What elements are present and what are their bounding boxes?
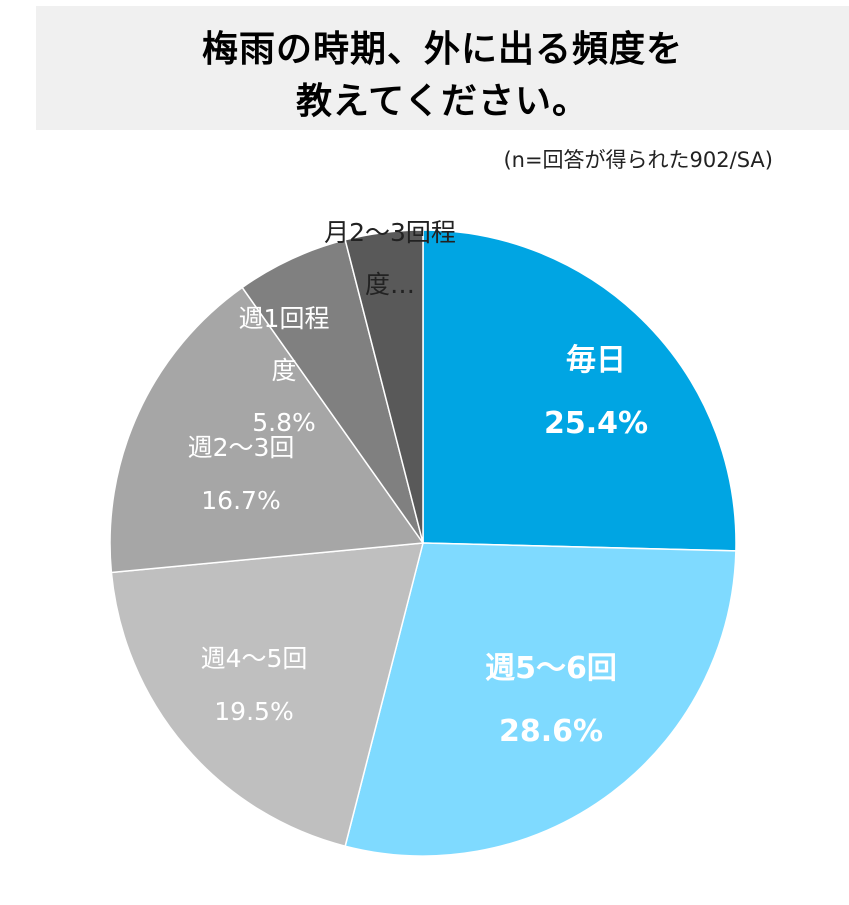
pie-slice-2 <box>344 542 737 857</box>
slice-label-5-line-3: 5.8% <box>252 408 316 437</box>
slice-label-3: 週4〜5回 19.5% <box>201 644 308 726</box>
slice-label-4: 週2〜3回 16.7% <box>188 433 295 515</box>
slice-label-4-line-2: 16.7% <box>201 486 280 515</box>
slice-label-1-line-1: 毎日 <box>566 343 626 378</box>
slice-label-5: 週1回程度 5.8% <box>239 304 330 437</box>
chart-title-line-1: 梅雨の時期、外に出る頻度を <box>201 29 683 70</box>
slice-label-1: 毎日 25.4% <box>544 343 648 441</box>
slice-label-4-line-1: 週2〜3回 <box>188 433 295 462</box>
pie-slice-1 <box>422 229 737 552</box>
slice-label-5-line-2: 度 <box>271 356 296 385</box>
slice-label-6: 月2〜3回程度… <box>324 218 456 299</box>
slice-label-6-line-2: 度… <box>365 270 415 299</box>
pie-slice-3 <box>110 542 424 848</box>
slice-label-6-line-1: 月2〜3回程 <box>324 218 456 247</box>
slice-label-3-line-2: 19.5% <box>214 697 293 726</box>
slice-label-1-line-2: 25.4% <box>544 406 648 441</box>
pie-slice-6 <box>344 229 424 544</box>
title-box: 梅雨の時期、外に出る頻度を 教えてください。 <box>36 6 849 130</box>
slice-label-2-line-2: 28.6% <box>499 714 603 749</box>
sample-size-note: (n=回答が得られた902/SA) <box>503 148 773 172</box>
slice-label-3-line-1: 週4〜5回 <box>201 644 308 673</box>
slice-label-2-line-1: 週5〜6回 <box>485 651 617 686</box>
slice-label-2: 週5〜6回 28.6% <box>485 651 617 749</box>
slice-label-5-line-1: 週1回程 <box>239 304 330 333</box>
pie-slice-4 <box>109 286 425 574</box>
chart-title-line-2: 教えてください。 <box>295 81 590 122</box>
